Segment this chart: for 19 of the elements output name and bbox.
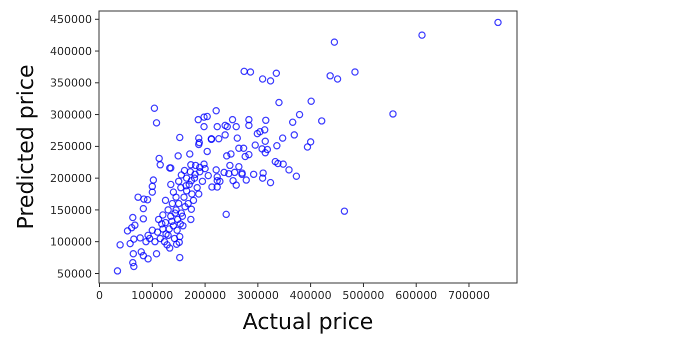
x-tick-label: 0: [96, 289, 104, 302]
y-tick-label: 50000: [57, 267, 92, 280]
y-tick-label: 450000: [50, 13, 92, 26]
y-tick-label: 200000: [50, 172, 92, 185]
y-tick-label: 300000: [50, 108, 92, 122]
x-tick-label: 600000: [395, 289, 438, 302]
x-tick-label: 400000: [290, 289, 332, 302]
y-tick-label: 100000: [50, 236, 92, 249]
y-tick-label: 150000: [50, 204, 92, 217]
x-tick-label: 200000: [184, 289, 226, 302]
y-tick-label: 350000: [50, 76, 92, 90]
x-tick-label: 300000: [236, 289, 279, 302]
y-tick-label: 250000: [50, 140, 92, 154]
x-axis-title: Actual price: [242, 310, 374, 335]
y-tick-label: 400000: [50, 44, 92, 58]
y-axis-title: Predicted price: [14, 64, 39, 230]
x-tick-label: 500000: [342, 289, 384, 302]
x-tick-label: 100000: [131, 289, 174, 302]
x-tick-label: 700000: [448, 289, 490, 302]
